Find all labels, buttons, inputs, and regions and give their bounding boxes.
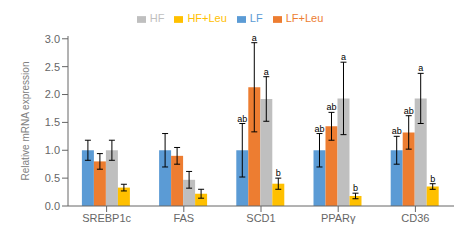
- svg-text:a: a: [252, 33, 257, 43]
- svg-text:3.0: 3.0: [45, 33, 60, 45]
- svg-text:a: a: [341, 52, 346, 62]
- svg-text:a: a: [418, 63, 423, 73]
- svg-text:2.5: 2.5: [45, 61, 60, 73]
- svg-text:0.0: 0.0: [45, 200, 60, 212]
- svg-text:ab: ab: [392, 126, 402, 136]
- svg-text:1.5: 1.5: [45, 116, 60, 128]
- svg-text:ab: ab: [237, 114, 247, 124]
- svg-text:FAS: FAS: [173, 212, 194, 224]
- svg-text:PPARγ: PPARγ: [321, 212, 356, 224]
- html-text:LF: LF: [249, 12, 263, 24]
- svg-text:b: b: [276, 168, 281, 178]
- svg-text:ab: ab: [404, 106, 414, 116]
- svg-text:ab: ab: [326, 102, 336, 112]
- svg-text:b: b: [430, 174, 435, 184]
- svg-text:b: b: [353, 183, 358, 193]
- svg-text:SCD1: SCD1: [246, 212, 275, 224]
- svg-text:1.0: 1.0: [45, 144, 60, 156]
- svg-text:ab: ab: [314, 124, 324, 134]
- html-text:HF: HF: [149, 12, 165, 24]
- svg-text:SREBP1c: SREBP1c: [82, 212, 131, 224]
- svg-text:0.5: 0.5: [45, 172, 60, 184]
- html-text:HF+Leu: HF+Leu: [187, 12, 227, 24]
- html-text:LF+Leu: LF+Leu: [285, 12, 324, 24]
- svg-text:2.0: 2.0: [45, 88, 60, 100]
- svg-text:a: a: [264, 67, 269, 77]
- svg-text:CD36: CD36: [401, 212, 429, 224]
- svg-text:Relative mRNA expression: Relative mRNA expression: [20, 62, 31, 181]
